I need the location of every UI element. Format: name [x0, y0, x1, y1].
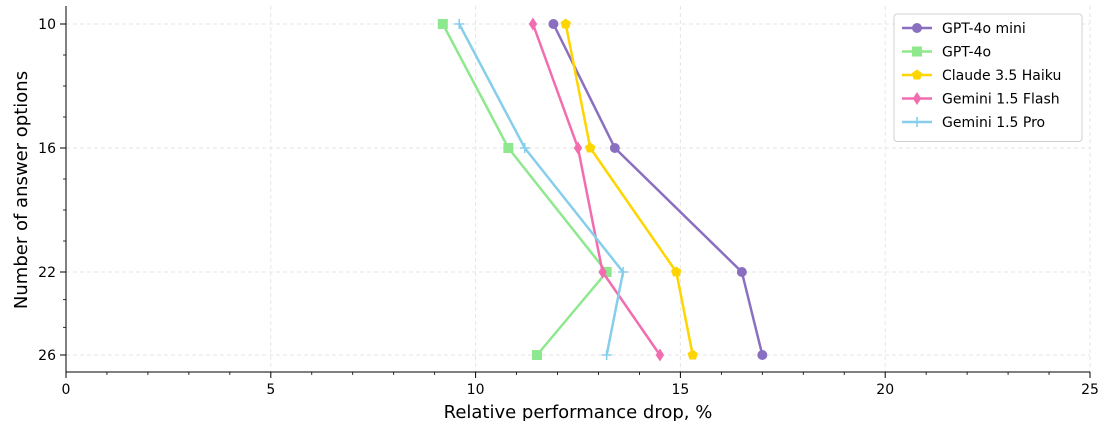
x-tick-label: 10 — [467, 382, 485, 398]
data-point — [618, 267, 629, 277]
legend-marker — [912, 23, 922, 33]
series-group — [437, 17, 768, 362]
x-axis-title: Relative performance drop, % — [444, 402, 713, 421]
data-point — [573, 141, 583, 155]
legend-marker — [911, 69, 923, 80]
data-point — [503, 143, 514, 153]
data-point — [532, 350, 543, 360]
legend-entry: GPT-4o — [902, 45, 991, 61]
data-point — [548, 19, 559, 29]
series-line — [458, 23, 625, 356]
data-point — [757, 350, 768, 360]
legend-label: GPT-4o — [942, 45, 991, 61]
series-line — [552, 23, 764, 356]
x-tick-label: 25 — [1081, 382, 1099, 398]
data-point — [598, 265, 607, 279]
y-tick-label: 16 — [38, 141, 56, 157]
y-axis-title: Number of answer options — [11, 71, 32, 309]
legend-marker — [912, 92, 922, 105]
axes: 0 5 10 15 20 25 10 16 22 26 — [38, 6, 1099, 398]
data-point — [601, 350, 612, 360]
legend-marker — [912, 46, 922, 57]
legend-label: Claude 3.5 Haiku — [942, 68, 1061, 84]
data-point — [671, 266, 682, 277]
x-tick-label: 20 — [876, 382, 894, 398]
legend-entry: Claude 3.5 Haiku — [902, 68, 1061, 84]
data-point — [585, 142, 596, 153]
legend-label: GPT-4o mini — [942, 21, 1026, 37]
data-point — [437, 19, 448, 29]
series-line — [564, 23, 694, 356]
legend: GPT-4o mini GPT-4o Claude 3.5 Haiku Gemini … — [893, 13, 1083, 142]
data-point — [687, 349, 698, 360]
y-tick-label: 10 — [38, 17, 56, 33]
series-4 — [454, 19, 629, 360]
y-tick-label: 22 — [38, 265, 56, 281]
series-0 — [548, 19, 768, 360]
x-tick-label: 5 — [266, 382, 275, 398]
legend-entry: GPT-4o mini — [902, 21, 1026, 37]
data-point — [655, 348, 665, 362]
x-tick-label: 0 — [62, 382, 71, 398]
legend-entry: Gemini 1.5 Pro — [902, 115, 1045, 131]
data-point — [609, 143, 620, 153]
legend-entry: Gemini 1.5 Flash — [902, 92, 1060, 108]
x-tick-label: 15 — [671, 382, 689, 398]
legend-marker — [912, 117, 922, 127]
data-point — [736, 267, 747, 277]
legend-label: Gemini 1.5 Pro — [942, 115, 1045, 131]
legend-box — [893, 13, 1083, 142]
series-line — [441, 23, 608, 356]
data-point — [519, 143, 530, 153]
series-3 — [528, 17, 665, 362]
data-point — [454, 19, 465, 29]
series-2 — [560, 18, 698, 360]
data-point — [528, 17, 538, 31]
legend-label: Gemini 1.5 Flash — [942, 92, 1060, 108]
data-point — [560, 18, 571, 29]
series-line — [531, 23, 661, 356]
y-tick-label: 26 — [38, 348, 56, 364]
